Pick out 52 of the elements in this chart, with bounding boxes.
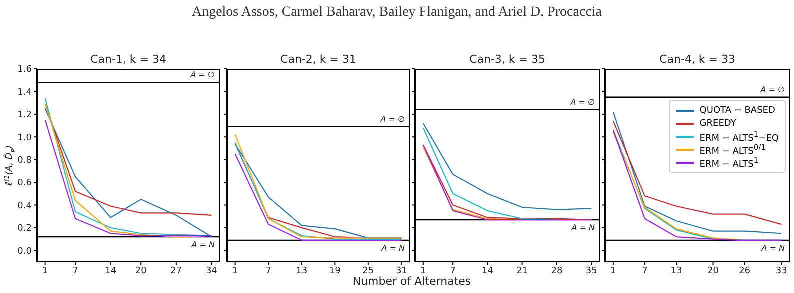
x-tick-label: 7 <box>450 266 456 276</box>
x-tick-label: 14 <box>482 266 494 276</box>
x-tick-label: 35 <box>586 266 598 276</box>
ref-line-label: A = ∅ <box>380 114 406 124</box>
x-tick-label: 7 <box>642 266 648 276</box>
x-tick-label: 26 <box>739 266 751 276</box>
x-tick-label: 34 <box>206 266 218 276</box>
ref-line-label: A = ∅ <box>570 98 596 107</box>
chart-title: Can-3, k = 35 <box>468 53 546 67</box>
chart-title: Can-4, k = 33 <box>658 53 736 67</box>
chart-title: Can-1, k = 34 <box>90 53 168 67</box>
y-tick-label: 1.0 <box>18 133 32 144</box>
legend-label: QUOTA − BASED <box>700 106 776 116</box>
y-tick-label: 0.0 <box>18 246 32 257</box>
x-tick-label: 20 <box>135 266 148 276</box>
ref-line-label: A = ∅ <box>760 85 786 94</box>
legend-label: ERM − ALTS$^{1}$−EQ <box>700 130 779 144</box>
y-tick-label: 1.6 <box>18 65 32 76</box>
chart-title: Can-2, k = 31 <box>280 53 358 67</box>
ref-line-label: A = N <box>760 244 786 254</box>
x-tick-label: 14 <box>105 266 117 276</box>
x-tick-label: 7 <box>266 266 272 276</box>
legend-label: ERM − ALTS$^{1}$ <box>700 156 759 170</box>
ref-line-label: A = N <box>380 244 406 254</box>
ref-line-label: A = ∅ <box>190 70 216 80</box>
x-tick-label: 1 <box>42 266 48 276</box>
x-tick-label: 33 <box>776 266 788 276</box>
x-tick-label: 13 <box>296 266 308 276</box>
legend-label: ERM − ALTS$^{0/1}$ <box>700 142 766 156</box>
y-tick-label: 0.4 <box>18 201 32 212</box>
y-tick-label: 0.8 <box>18 156 32 166</box>
legend-label: GREEDY <box>700 118 736 128</box>
y-tick-label: 1.2 <box>18 110 32 121</box>
x-tick-label: 31 <box>396 266 408 276</box>
x-tick-label: 19 <box>329 266 342 276</box>
text: Angelos Assos, Carmel Baharav, Bailey Flanigan, and Ariel D. Procaccia <box>190 5 604 21</box>
x-tick-label: 13 <box>670 266 682 276</box>
ref-line-label: A = N <box>570 224 596 233</box>
x-tick-label: 25 <box>362 266 374 276</box>
x-tick-label: 7 <box>72 266 78 276</box>
x-tick-label: 1 <box>232 266 238 276</box>
y-tick-label: 0.6 <box>18 178 32 189</box>
x-tick-label: 20 <box>708 266 720 276</box>
y-tick-label: 1.4 <box>18 88 32 98</box>
x-tick-label: 1 <box>420 266 426 276</box>
y-tick-label: 0.2 <box>18 224 32 234</box>
x-tick-label: 1 <box>610 266 616 276</box>
x-tick-label: 28 <box>551 266 563 276</box>
x-tick-label: 21 <box>516 266 528 276</box>
ref-line-label: A = N <box>190 240 216 250</box>
x-axis-title: Number of Alternates <box>352 275 472 288</box>
x-tick-label: 27 <box>170 266 182 276</box>
